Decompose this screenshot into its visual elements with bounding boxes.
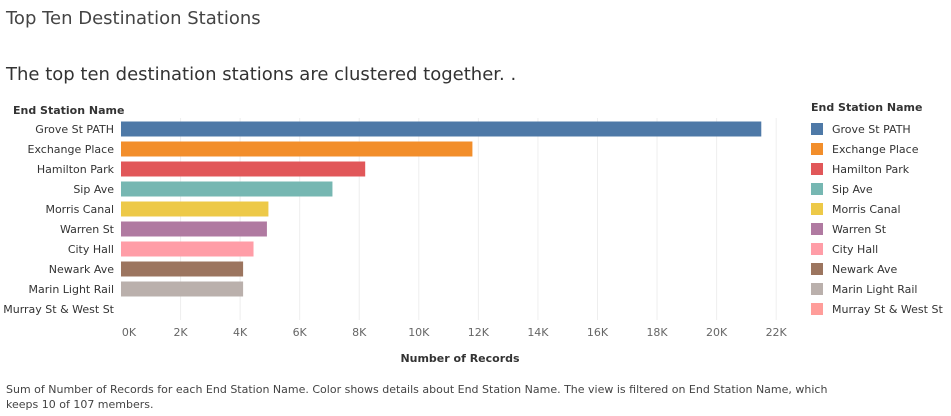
legend-swatch: [811, 303, 823, 315]
legend-items: Grove St PATH Exchange Place Hamilton Park…: [811, 119, 951, 319]
legend-label: Marin Light Rail: [832, 282, 918, 296]
category-label: Warren St: [60, 223, 115, 236]
bar[interactable]: [121, 221, 267, 237]
x-tick-label: 16K: [587, 326, 609, 339]
x-tick-label: 18K: [646, 326, 668, 339]
category-label: Grove St PATH: [35, 123, 114, 136]
legend-label: Grove St PATH: [832, 122, 911, 136]
bar[interactable]: [121, 181, 333, 197]
bar[interactable]: [121, 121, 762, 137]
x-tick-labels: 0K 2K 4K 6K 8K 10K 12K 14K 16K 18K 20K 22K: [122, 326, 788, 339]
legend-label: Murray St & West St: [832, 302, 943, 316]
legend-item[interactable]: Morris Canal: [811, 199, 951, 219]
x-tick-label: 4K: [233, 326, 248, 339]
bar[interactable]: [121, 261, 244, 277]
legend-swatch: [811, 143, 823, 155]
bar[interactable]: [121, 241, 254, 257]
legend: End Station Name Grove St PATH Exchange P…: [811, 101, 951, 319]
category-labels: Grove St PATH Exchange Place Hamilton Park…: [3, 123, 114, 316]
category-label: Murray St & West St: [3, 303, 114, 316]
chart-footnote: Sum of Number of Records for each End St…: [6, 383, 828, 411]
legend-label: Hamilton Park: [832, 162, 910, 176]
chart-title: Top Ten Destination Stations: [6, 8, 261, 29]
category-label: City Hall: [68, 243, 114, 256]
legend-swatch: [811, 203, 823, 215]
legend-label: Morris Canal: [832, 202, 901, 216]
x-tick-label: 12K: [468, 326, 490, 339]
legend-item[interactable]: Sip Ave: [811, 179, 951, 199]
x-tick-label: 14K: [527, 326, 549, 339]
legend-swatch: [811, 223, 823, 235]
category-label: Marin Light Rail: [29, 283, 114, 296]
category-label: Sip Ave: [73, 183, 114, 196]
category-label: Hamilton Park: [37, 163, 115, 176]
x-tick-label: 6K: [293, 326, 308, 339]
bars: [121, 121, 762, 297]
legend-item[interactable]: Warren St: [811, 219, 951, 239]
bar[interactable]: [121, 201, 269, 217]
legend-item[interactable]: City Hall: [811, 239, 951, 259]
x-tick-label: 10K: [408, 326, 430, 339]
legend-label: Warren St: [832, 222, 887, 236]
x-tick-label: 22K: [766, 326, 788, 339]
legend-item[interactable]: Marin Light Rail: [811, 279, 951, 299]
legend-swatch: [811, 243, 823, 255]
x-tick-label: 20K: [706, 326, 728, 339]
legend-swatch: [811, 163, 823, 175]
bar[interactable]: [121, 161, 366, 177]
category-label: Newark Ave: [49, 263, 115, 276]
legend-item[interactable]: Newark Ave: [811, 259, 951, 279]
x-tick-label: 2K: [173, 326, 188, 339]
category-label: Morris Canal: [45, 203, 114, 216]
bar[interactable]: [121, 281, 244, 297]
bar-chart: End Station Name Grove St PATH Exchange P…: [3, 104, 788, 365]
legend-item[interactable]: Murray St & West St: [811, 299, 951, 319]
category-label: Exchange Place: [28, 143, 115, 156]
chart-subtitle: The top ten destination stations are clu…: [6, 64, 517, 85]
legend-swatch: [811, 263, 823, 275]
legend-label: City Hall: [832, 242, 879, 256]
x-tick-label: 0K: [122, 326, 137, 339]
legend-swatch: [811, 183, 823, 195]
x-axis-title: Number of Records: [400, 352, 520, 365]
legend-swatch: [811, 123, 823, 135]
legend-item[interactable]: Exchange Place: [811, 139, 951, 159]
y-axis-title: End Station Name: [13, 104, 124, 117]
legend-swatch: [811, 283, 823, 295]
legend-label: Exchange Place: [832, 142, 919, 156]
x-tick-label: 8K: [352, 326, 367, 339]
legend-item[interactable]: Grove St PATH: [811, 119, 951, 139]
legend-label: Sip Ave: [832, 182, 873, 196]
legend-item[interactable]: Hamilton Park: [811, 159, 951, 179]
bar[interactable]: [121, 141, 473, 157]
legend-label: Newark Ave: [832, 262, 898, 276]
legend-title: End Station Name: [811, 101, 923, 114]
